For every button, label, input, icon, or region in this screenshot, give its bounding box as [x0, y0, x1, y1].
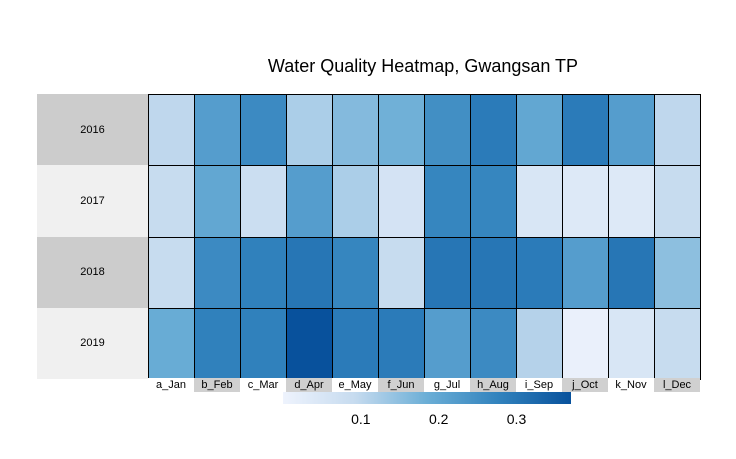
heatmap-cell [470, 94, 517, 167]
heatmap-cell [286, 94, 333, 167]
heatmap-cell [654, 165, 701, 238]
heatmap-cell [148, 307, 195, 380]
heatmap-cell [424, 236, 471, 309]
heatmap-cell [654, 94, 701, 167]
heatmap-cell [240, 236, 287, 309]
heatmap-cell [562, 165, 609, 238]
heatmap-cell [194, 94, 241, 167]
heatmap-cell [332, 307, 379, 380]
heatmap-cell [516, 236, 563, 309]
column-label: l_Dec [654, 378, 700, 392]
legend-tick-label: 0.2 [428, 411, 449, 427]
heatmap-cell [332, 236, 379, 309]
heatmap-cell [240, 94, 287, 167]
heatmap-cell [332, 94, 379, 167]
column-label: f_Jun [378, 378, 424, 392]
heatmap-cell [148, 236, 195, 309]
heatmap-cell [240, 307, 287, 380]
chart-title: Water Quality Heatmap, Gwangsan TP [267, 56, 579, 76]
heatmap-cell [240, 165, 287, 238]
heatmap-cell [516, 307, 563, 380]
column-label: k_Nov [608, 378, 654, 392]
heatmap-cell [562, 94, 609, 167]
column-label: h_Aug [470, 378, 516, 392]
heatmap-cell [194, 236, 241, 309]
heatmap-cell [286, 165, 333, 238]
heatmap-cell [424, 165, 471, 238]
heatmap-cell [562, 307, 609, 380]
column-label: b_Feb [194, 378, 240, 392]
heatmap-cell [378, 307, 425, 380]
heatmap-cell [470, 307, 517, 380]
heatmap-cell [378, 236, 425, 309]
heatmap-cell [516, 165, 563, 238]
column-label: i_Sep [516, 378, 562, 392]
heatmap-cell [654, 307, 701, 380]
legend-tick-label: 0.1 [351, 411, 371, 427]
row-label: 2018 [37, 236, 148, 308]
column-label: a_Jan [148, 378, 194, 392]
heatmap-cell [148, 165, 195, 238]
column-label: e_May [332, 378, 378, 392]
row-label: 2016 [37, 94, 148, 166]
heatmap-cell [654, 236, 701, 309]
heatmap-cell [194, 165, 241, 238]
heatmap-cell [424, 94, 471, 167]
row-label: 2017 [37, 165, 148, 237]
heatmap-cell [516, 94, 563, 167]
heatmap-cell [562, 236, 609, 309]
heatmap-cell [378, 165, 425, 238]
heatmap-cell [608, 307, 655, 380]
column-label: g_Jul [424, 378, 470, 392]
column-label: c_Mar [240, 378, 286, 392]
heatmap-cell [470, 236, 517, 309]
heatmap-cell [424, 307, 471, 380]
column-label: j_Oct [562, 378, 608, 392]
legend-tick-label: 0.3 [506, 411, 527, 427]
heatmap-cell [608, 94, 655, 167]
heatmap-cell [608, 236, 655, 309]
row-label: 2019 [37, 307, 148, 379]
heatmap-cell [470, 165, 517, 238]
heatmap-cell [378, 94, 425, 167]
column-label: d_Apr [286, 378, 332, 392]
legend-gradient-bar [283, 392, 571, 404]
heatmap-cell [332, 165, 379, 238]
heatmap-cell [148, 94, 195, 167]
heatmap-cell [194, 307, 241, 380]
heatmap-cell [608, 165, 655, 238]
heatmap-cell [286, 307, 333, 380]
heatmap-cell [286, 236, 333, 309]
